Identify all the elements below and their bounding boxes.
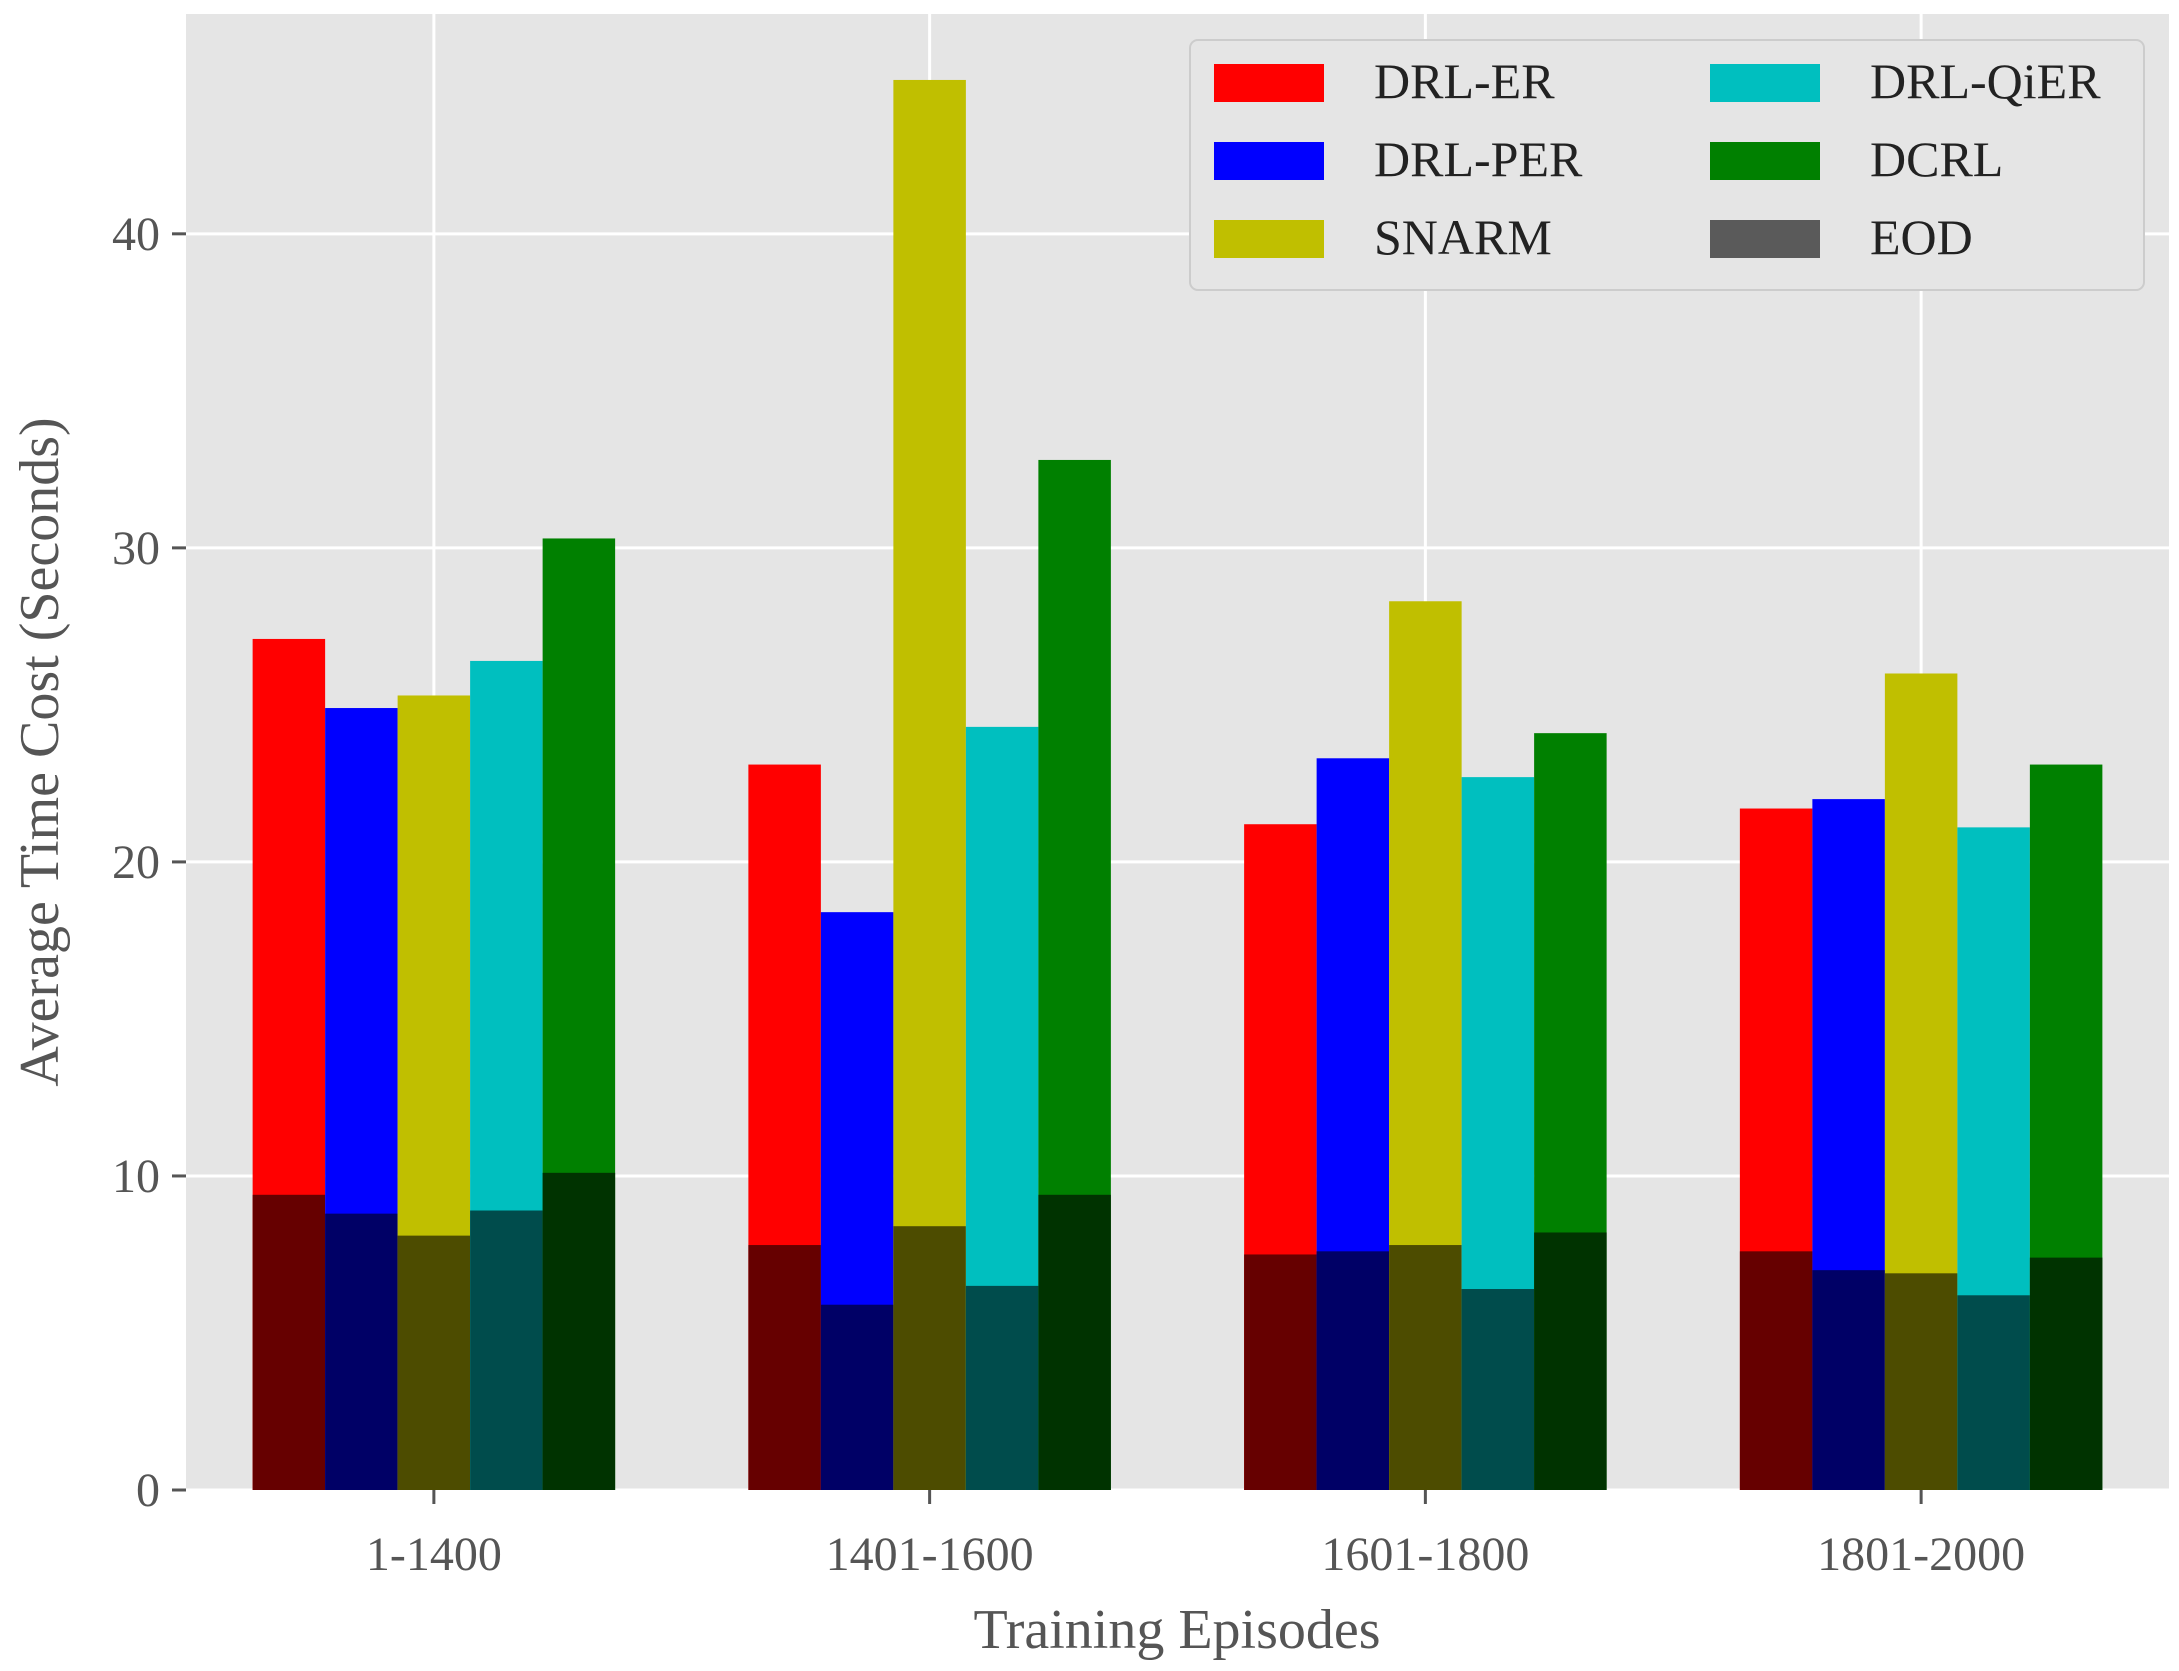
- eod-bar: [893, 1226, 966, 1490]
- eod-bar: [1739, 1251, 1813, 1490]
- eod-bar: [1389, 1245, 1462, 1490]
- legend-swatch: [1710, 142, 1820, 180]
- x-axis-title: Training Episodes: [973, 1599, 1380, 1661]
- y-axis-title: Average Time Cost (Seconds): [9, 417, 71, 1086]
- x-tick-label: 1601-1800: [1321, 1528, 1529, 1581]
- eod-bar: [1461, 1289, 1535, 1490]
- eod-bar: [820, 1304, 894, 1490]
- y-tick-label: 20: [112, 836, 160, 889]
- legend-label: SNARM: [1374, 209, 1552, 265]
- eod-bar: [1812, 1270, 1885, 1490]
- eod-bar: [1038, 1194, 1111, 1490]
- legend-label: DRL-PER: [1374, 131, 1583, 187]
- eod-bar: [748, 1245, 821, 1490]
- y-tick-label: 0: [136, 1464, 160, 1517]
- y-tick-label: 30: [112, 522, 160, 575]
- eod-bar: [1957, 1295, 2030, 1490]
- eod-bar: [965, 1285, 1039, 1490]
- bars: [252, 79, 2103, 1490]
- legend-label: DCRL: [1870, 131, 2003, 187]
- eod-bar: [397, 1235, 471, 1490]
- legend: DRL-ER DRL-PER SNARM DRL-QiER DCRL EOD: [1189, 39, 2145, 291]
- x-tick-label: 1801-2000: [1817, 1528, 2025, 1581]
- legend-box: [1189, 39, 2145, 291]
- legend-label: DRL-QiER: [1870, 53, 2101, 109]
- legend-swatch: [1214, 220, 1324, 258]
- x-tick-label: 1401-1600: [826, 1528, 1034, 1581]
- eod-bar: [2029, 1257, 2103, 1490]
- legend-label: EOD: [1870, 209, 1973, 265]
- y-tick-label: 10: [112, 1150, 160, 1203]
- legend-label: DRL-ER: [1374, 53, 1555, 109]
- eod-bar: [1884, 1273, 1958, 1490]
- legend-swatch: [1710, 220, 1820, 258]
- eod-bar: [1534, 1232, 1607, 1490]
- axes: 0 10 20 30 40 1-1400 1401-1600 1601-1800 1801-20…: [112, 208, 2025, 1581]
- eod-bar: [542, 1172, 616, 1490]
- y-tick-label: 40: [112, 208, 160, 261]
- legend-swatch: [1214, 64, 1324, 102]
- eod-bar: [325, 1213, 398, 1490]
- legend-swatch: [1710, 64, 1820, 102]
- legend-swatch: [1214, 142, 1324, 180]
- eod-bar: [1316, 1251, 1390, 1490]
- eod-bar: [252, 1194, 326, 1490]
- eod-bar: [1244, 1254, 1317, 1490]
- x-tick-label: 1-1400: [366, 1528, 502, 1581]
- eod-bar: [470, 1210, 543, 1490]
